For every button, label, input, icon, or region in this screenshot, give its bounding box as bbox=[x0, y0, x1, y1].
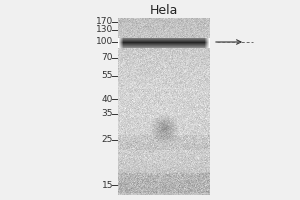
Text: 55: 55 bbox=[101, 72, 113, 80]
Text: Hela: Hela bbox=[150, 3, 178, 17]
Text: 25: 25 bbox=[102, 136, 113, 144]
Text: 35: 35 bbox=[101, 110, 113, 118]
Text: 40: 40 bbox=[102, 95, 113, 104]
Text: 130: 130 bbox=[96, 25, 113, 34]
Text: 70: 70 bbox=[101, 53, 113, 62]
Text: 15: 15 bbox=[101, 180, 113, 190]
Text: 170: 170 bbox=[96, 18, 113, 26]
Text: 100: 100 bbox=[96, 38, 113, 46]
